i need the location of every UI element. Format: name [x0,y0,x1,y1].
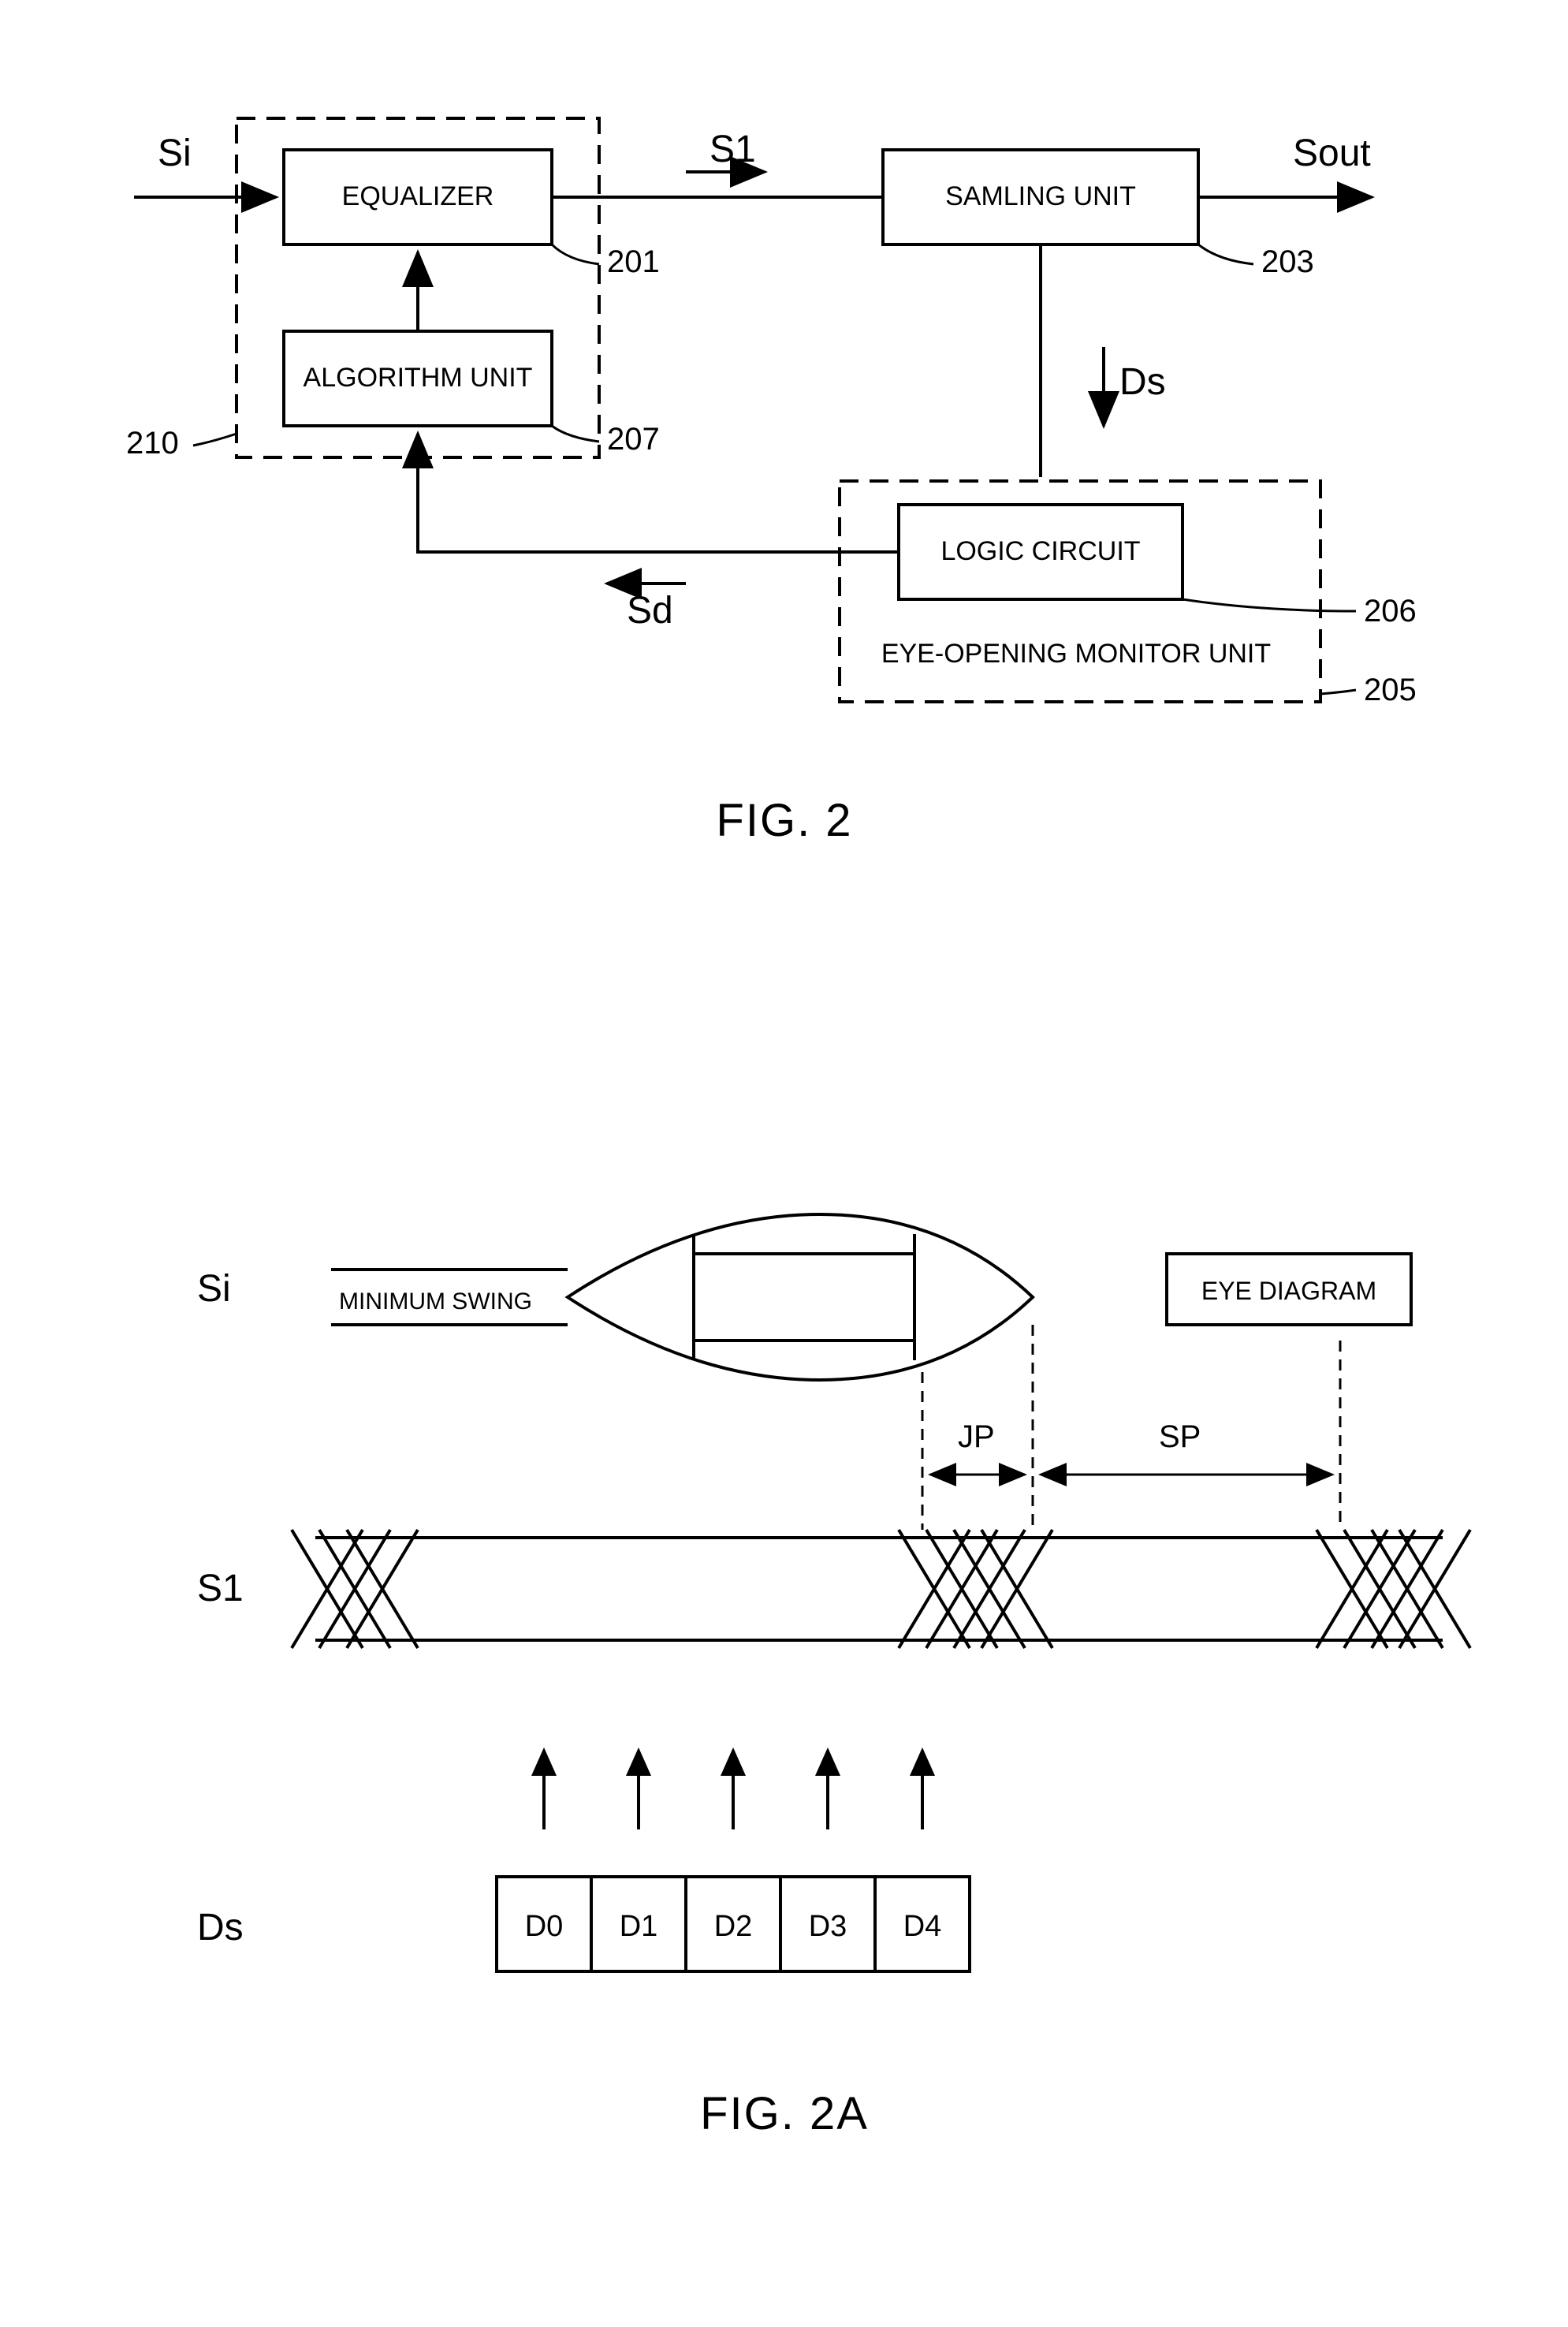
eye-shape [568,1214,1033,1380]
si-label: Si [158,132,192,174]
ref210: 210 [126,426,179,461]
s1-label: S1 [710,129,756,170]
ref205: 205 [1364,673,1417,707]
ref207: 207 [607,422,660,457]
ds-label: Ds [1119,361,1166,403]
ref206: 206 [1364,594,1417,628]
ref210-leader [193,434,237,446]
ref203-leader [1198,244,1253,264]
equalizer-label: EQUALIZER [342,181,494,211]
fig2a-diagram: Si S1 Ds MINIMUM SWING EYE DIAGRAM JP SP [197,1214,1470,2139]
sp-label: SP [1159,1419,1201,1454]
si-row-label: Si [197,1268,231,1310]
s1-strip [292,1530,1470,1648]
sout-label: Sout [1293,132,1371,174]
ds-arrows [544,1751,922,1829]
ds-cells: D0 D1 D2 D3 D4 [497,1877,970,1971]
ds-cell-0: D0 [525,1910,564,1943]
ref203: 203 [1261,244,1314,279]
fig2a-title: FIG. 2A [700,2088,869,2139]
fig2-diagram: EQUALIZER ALGORITHM UNIT SAMLING UNIT LO… [126,118,1417,846]
sd-label: Sd [627,590,673,632]
min-swing-label: MINIMUM SWING [339,1288,532,1315]
algorithm-label: ALGORITHM UNIT [304,363,533,393]
eye-diagram-label: EYE DIAGRAM [1201,1277,1376,1305]
ds-row-label: Ds [197,1907,244,1948]
sampling-label: SAMLING UNIT [945,181,1136,211]
ref201: 201 [607,244,660,279]
ds-cell-2: D2 [714,1910,753,1943]
ref206-leader [1183,599,1356,611]
jp-label: JP [958,1419,995,1454]
ref207-leader [552,426,599,442]
s1-row-label: S1 [197,1568,244,1609]
ref205-leader [1320,690,1356,694]
ds-cell-4: D4 [903,1910,942,1943]
eye-monitor-label: EYE-OPENING MONITOR UNIT [881,639,1271,669]
eye-inner-box [694,1254,914,1341]
fig2-title: FIG. 2 [716,795,852,846]
ds-cell-3: D3 [809,1910,847,1943]
ds-cell-1: D1 [620,1910,658,1943]
logic-label: LOGIC CIRCUIT [940,536,1140,566]
ref201-leader [552,244,599,264]
